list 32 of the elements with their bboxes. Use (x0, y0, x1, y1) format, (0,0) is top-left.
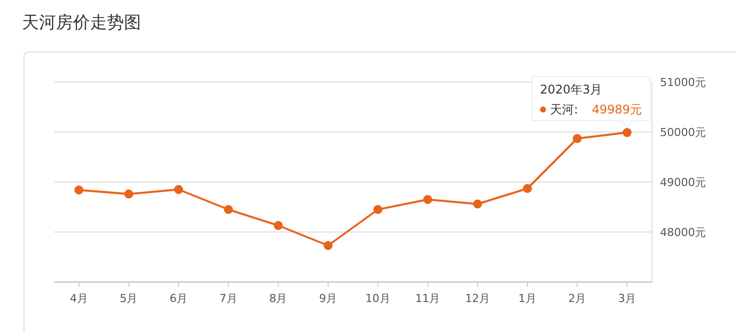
y-tick-label: 49000元 (660, 176, 706, 189)
point (423, 195, 432, 204)
point (324, 241, 333, 250)
point (124, 190, 134, 198)
x-tick-label: 2月 (568, 292, 586, 305)
x-tick-label: 1月 (518, 292, 536, 305)
point (174, 185, 184, 194)
x-tick-label: 5月 (120, 292, 138, 305)
x-tick-label: 11月 (415, 292, 440, 305)
legend-label: 天河: (550, 102, 578, 117)
x-tick-label: 10月 (365, 292, 390, 305)
y-tick-label: 50000元 (660, 126, 706, 139)
point (572, 134, 582, 143)
point (473, 200, 482, 208)
point (74, 186, 84, 194)
point (373, 205, 382, 214)
point (622, 128, 632, 138)
data-label: 49989元 (592, 102, 642, 117)
point (522, 184, 532, 193)
x-tick-label: 3月 (618, 292, 636, 305)
annotation: 2020年3月 (540, 82, 602, 97)
x-tick-label: 4月 (70, 292, 88, 305)
y-tick-label: 51000元 (660, 76, 706, 89)
x-tick-label: 9月 (319, 292, 338, 305)
point (274, 221, 283, 230)
point (224, 205, 233, 214)
x-tick-label: 6月 (170, 292, 188, 305)
x-tick-label: 12月 (465, 292, 490, 305)
chart-title: 天河房价走势图 (22, 13, 141, 33)
y-tick-label: 48000元 (660, 226, 706, 239)
x-tick-label: 8月 (269, 292, 288, 305)
x-tick-label: 7月 (219, 292, 238, 305)
